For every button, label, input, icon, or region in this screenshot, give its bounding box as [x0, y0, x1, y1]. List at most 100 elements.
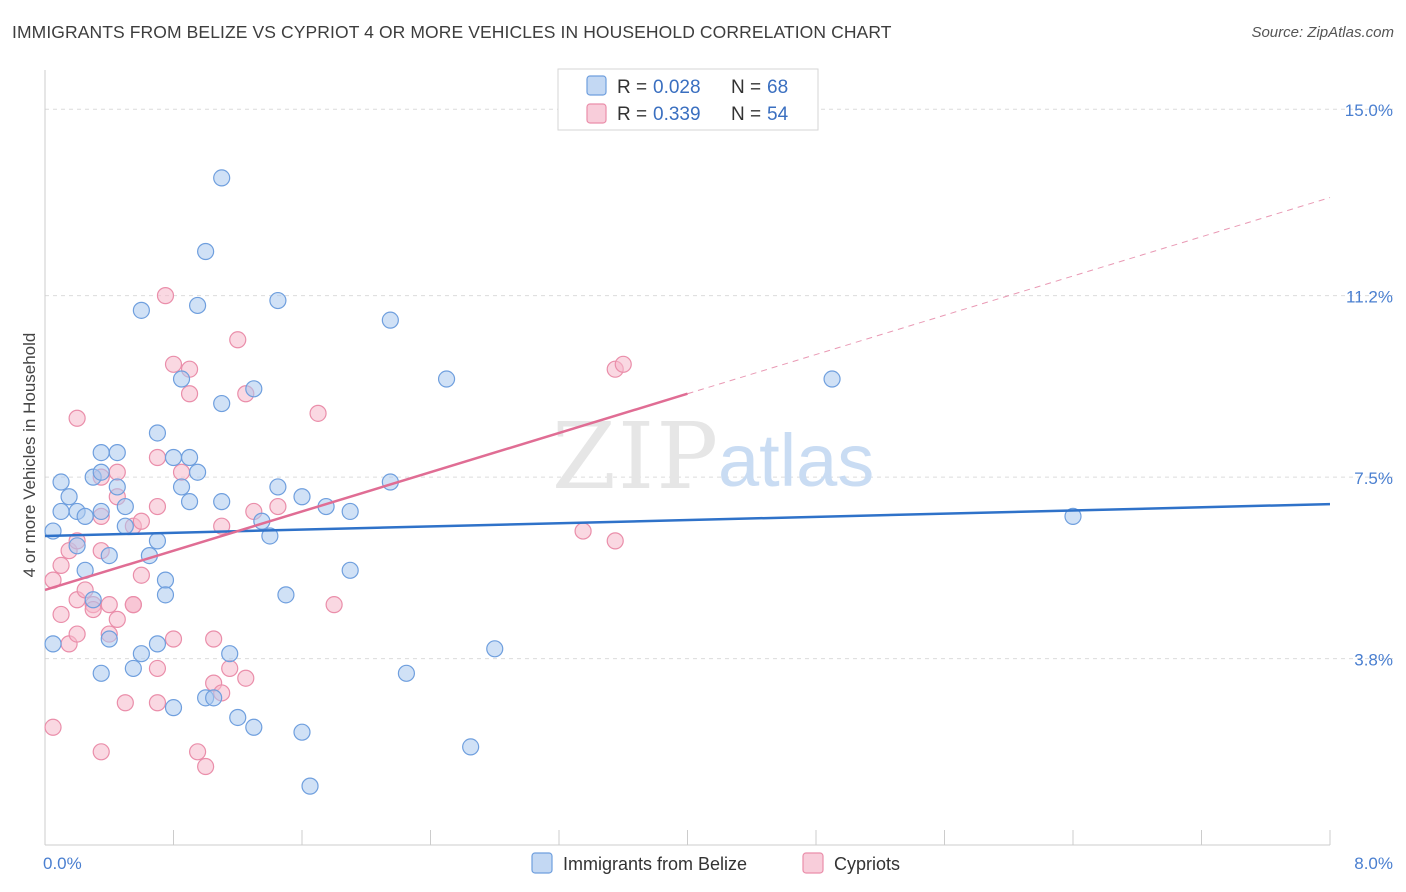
belize-point-10 [84, 591, 102, 609]
belize-point-2 [52, 473, 70, 491]
belize-point-20 [116, 517, 134, 535]
belize-point-65 [823, 370, 841, 388]
series-belize-points [44, 169, 1082, 795]
cypriots-point-34 [164, 630, 183, 648]
belize-point-23 [132, 301, 150, 319]
belize-point-60 [381, 311, 399, 329]
belize-point-31 [164, 448, 183, 467]
belize-point-44 [221, 645, 239, 663]
belize-point-53 [293, 488, 311, 506]
belize-point-29 [156, 586, 175, 604]
y-tick-label-2: 11.2% [1346, 288, 1393, 307]
belize-point-57 [341, 502, 359, 521]
watermark-atlas: atlas [718, 419, 874, 502]
belize-point-25 [148, 424, 167, 442]
cypriots-point-51 [325, 596, 343, 614]
belize-point-14 [92, 664, 110, 682]
belize-point-6 [68, 537, 86, 555]
belize-point-18 [108, 478, 126, 496]
y-axis-label: 4 or more Vehicles in Household [20, 333, 39, 578]
belize-point-28 [156, 571, 175, 589]
belize-point-27 [148, 635, 167, 653]
belize-point-38 [197, 242, 215, 261]
trend-line-cypriots [44, 392, 688, 592]
cypriots-point-32 [156, 287, 175, 305]
belize-point-58 [341, 561, 359, 579]
y-tick-labels: 3.8% 7.5% 11.2% 15.0% [1345, 101, 1393, 669]
belize-point-22 [132, 645, 150, 663]
belize-point-8 [76, 507, 94, 525]
belize-point-4 [60, 488, 78, 506]
bottom-legend: Immigrants from Belize Cypriots [531, 852, 900, 874]
cypriots-point-18 [100, 596, 118, 614]
cypriots-point-30 [148, 659, 167, 678]
cypriots-point-21 [108, 610, 126, 628]
legend-swatch-belize [586, 75, 607, 96]
cypriots-point-8 [68, 625, 86, 643]
belize-point-3 [52, 502, 70, 521]
belize-point-47 [245, 718, 263, 736]
cypriots-point-39 [197, 757, 215, 776]
source-label: Source: ZipAtlas.com [1251, 24, 1394, 41]
x-tick-labels: 0.0% 8.0% [43, 854, 1393, 873]
cypriots-point-27 [132, 566, 150, 584]
y-tick-label-1: 7.5% [1354, 469, 1393, 488]
chart-title: IMMIGRANTS FROM BELIZE VS CYPRIOT 4 OR M… [12, 22, 892, 42]
bottom-legend-label-belize: Immigrants from Belize [563, 854, 747, 874]
belize-point-49 [261, 527, 279, 545]
belize-point-45 [229, 708, 247, 727]
belize-point-21 [124, 659, 142, 678]
belize-point-33 [172, 478, 191, 496]
belize-point-55 [301, 777, 319, 795]
cypriots-point-2 [52, 556, 70, 575]
cypriots-point-42 [213, 517, 231, 535]
cypriots-point-37 [180, 385, 199, 403]
trend-line-belize [44, 502, 1331, 538]
y-tick-label-0: 3.8% [1354, 651, 1393, 670]
bottom-legend-label-cypriots: Cypriots [834, 854, 900, 874]
cypriots-point-52 [574, 522, 592, 540]
legend-n-value-belize: 68 [767, 77, 788, 98]
cypriots-point-31 [148, 694, 167, 712]
belize-point-11 [92, 443, 110, 462]
belize-point-63 [462, 738, 480, 756]
belize-point-26 [148, 532, 167, 550]
belize-point-16 [100, 630, 118, 648]
bottom-legend-swatch-belize [531, 852, 553, 874]
legend-box: R = 0.028 N = 68 R = 0.339 N = 54 [557, 68, 819, 131]
legend-n-label: N = [731, 104, 761, 125]
trend-line-cypriots-extension [687, 197, 1331, 395]
legend-r-label: R = [617, 77, 647, 98]
legend-n-value-cypriots: 54 [767, 104, 789, 125]
belize-point-42 [213, 169, 231, 187]
cypriots-point-0 [44, 718, 62, 736]
legend-n-label: N = [731, 77, 761, 98]
belize-point-1 [44, 635, 62, 653]
belize-point-35 [180, 448, 199, 467]
cypriots-point-33 [164, 355, 183, 373]
cypriots-point-38 [188, 743, 207, 761]
watermark-zip: ZIP [552, 403, 720, 510]
belize-point-50 [269, 291, 287, 310]
belize-point-15 [100, 547, 118, 565]
belize-point-54 [293, 723, 311, 741]
legend-r-label: R = [617, 104, 647, 125]
belize-point-12 [92, 463, 110, 481]
belize-point-43 [213, 394, 231, 413]
cypriots-point-26 [132, 512, 150, 530]
belize-point-52 [277, 586, 295, 604]
cypriots-point-25 [124, 596, 142, 614]
cypriots-point-3 [52, 605, 70, 624]
cypriots-point-50 [309, 404, 327, 422]
bottom-legend-swatch-cypriots [802, 852, 824, 874]
cypriots-point-44 [221, 659, 239, 678]
watermark: ZIP atlas [552, 403, 874, 510]
belize-point-32 [172, 370, 191, 388]
cypriots-point-29 [148, 497, 167, 516]
x-tick-label-0: 0.0% [43, 854, 82, 873]
belize-point-46 [245, 380, 263, 398]
legend-r-value-cypriots: 0.339 [653, 104, 701, 125]
y-tick-label-3: 15.0% [1345, 101, 1393, 120]
cypriots-point-54 [614, 355, 632, 373]
cypriots-point-46 [237, 669, 255, 687]
